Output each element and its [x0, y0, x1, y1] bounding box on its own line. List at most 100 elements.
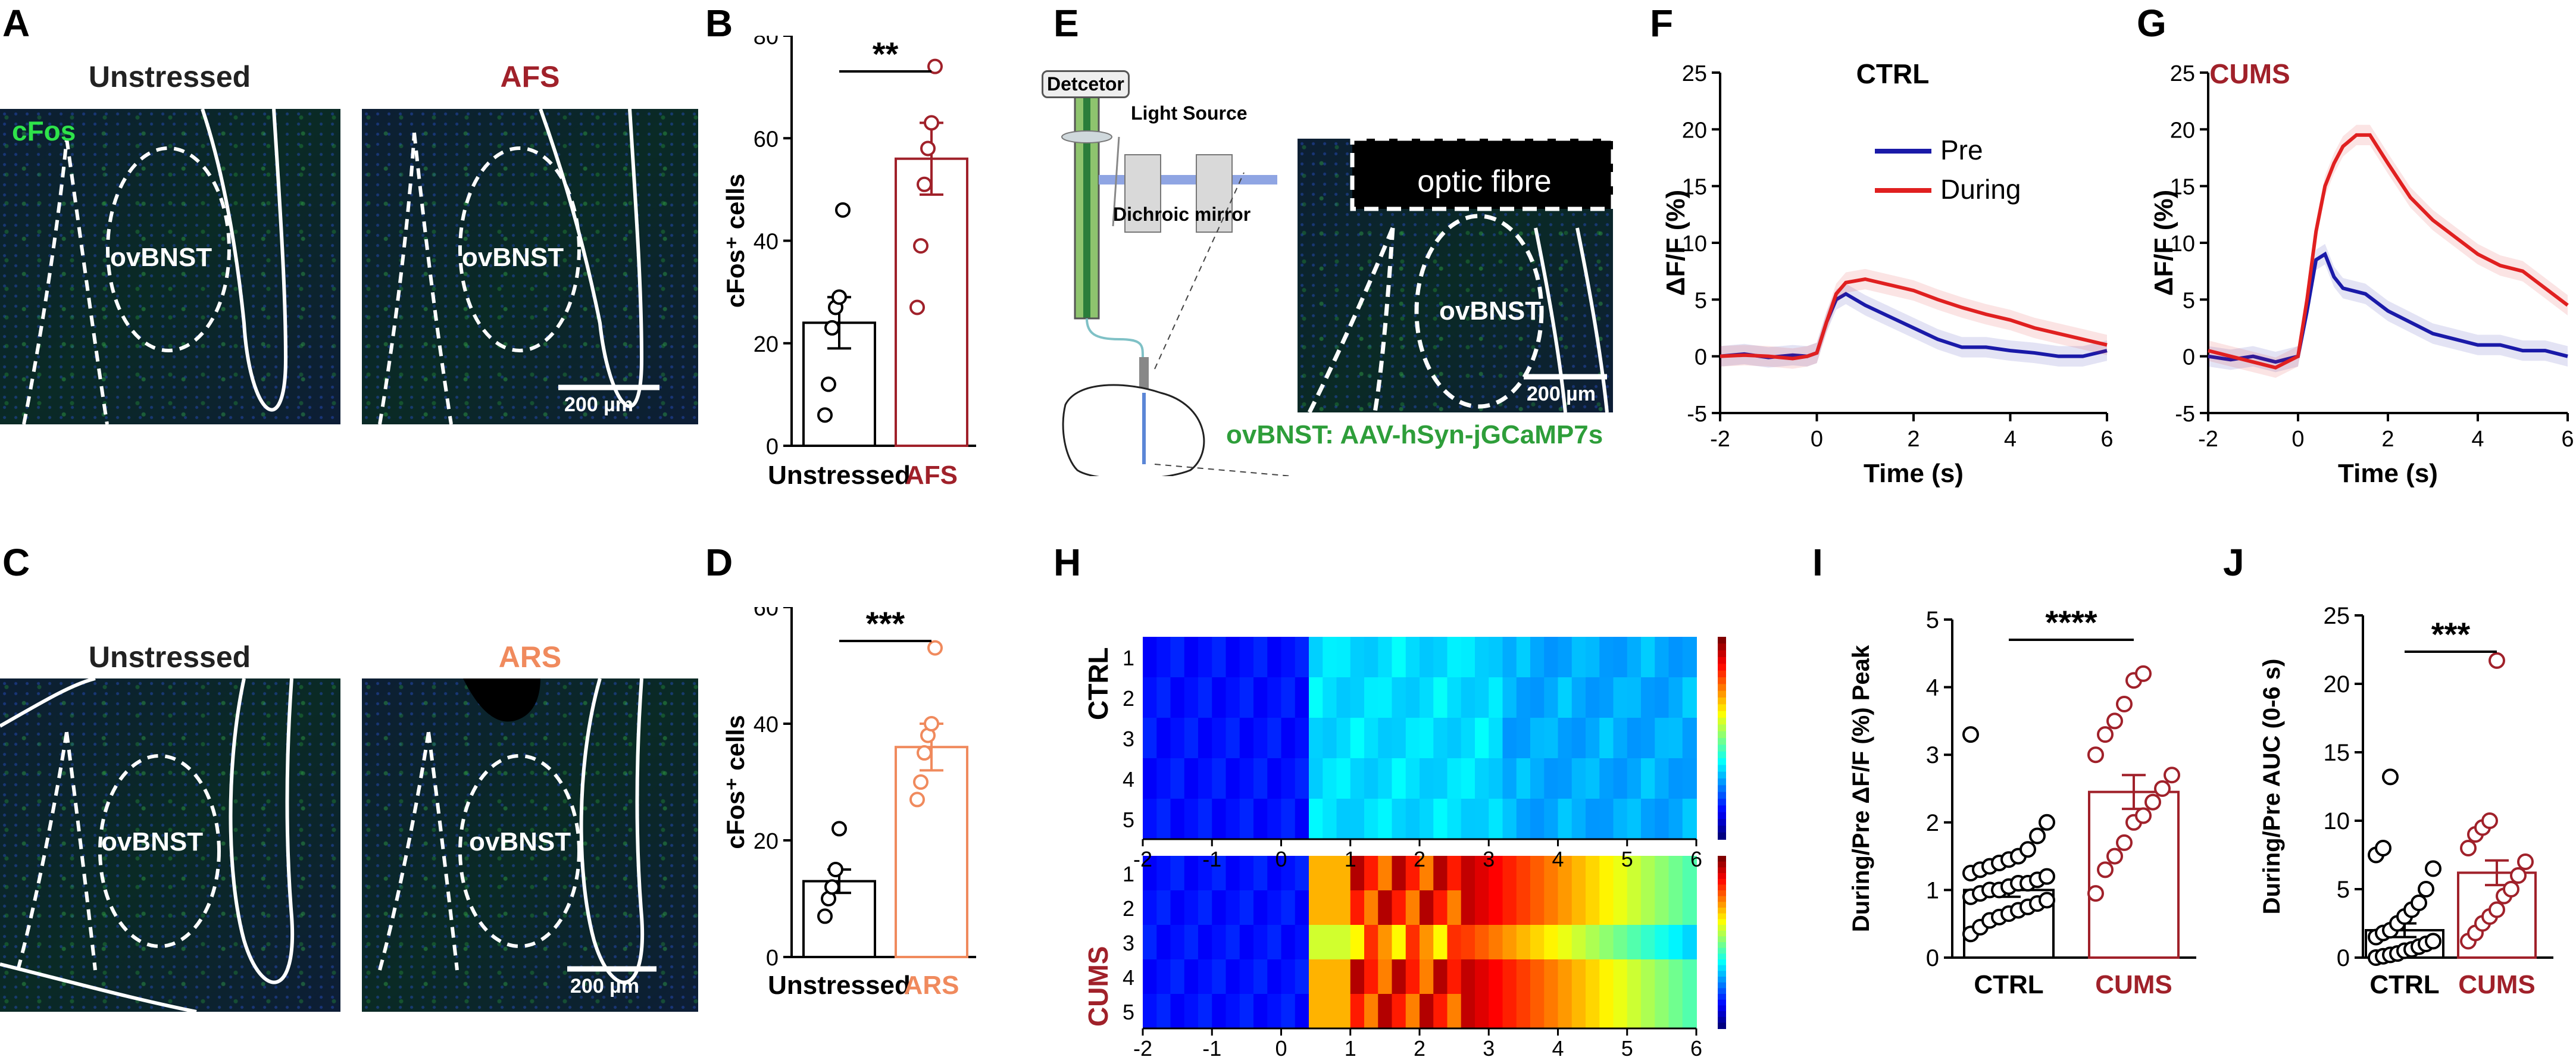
heatmap-cell: [1613, 925, 1628, 960]
data-point: [909, 299, 925, 315]
heatmap-cell: [1502, 637, 1517, 678]
heatmap-cell: [1253, 718, 1268, 759]
heatmap-cell: [1420, 718, 1434, 759]
heatmap-cell: [1309, 637, 1324, 678]
heatmap-cell: [1295, 890, 1309, 925]
data-point: [831, 821, 847, 837]
heatmap-cell: [1170, 718, 1185, 759]
heatmap-cell: [1309, 856, 1324, 891]
colorbar-segment: [1718, 896, 1726, 903]
heatmap-cell: [1627, 637, 1642, 678]
heatmap-cell: [1143, 890, 1158, 925]
heatmap-cell: [1267, 718, 1282, 759]
heatmap-cell: [1641, 718, 1656, 759]
x-tick-label: 0: [1275, 1036, 1287, 1057]
heatmap-cell: [1267, 856, 1282, 891]
heatmap-cell: [1433, 677, 1448, 718]
heatmap-cell: [1309, 925, 1324, 960]
heatmap-cell: [1571, 890, 1586, 925]
heatmap-row-label: 1: [1123, 862, 1134, 886]
chart-g-cums-trace: -5 0 5 10 15 20 25 -2 0 2 4 6 Time (s) ΔF/F (%) CUMS: [2149, 58, 2574, 488]
micrograph-a-afs: ovBNST 200 µm: [362, 109, 698, 424]
colorbar-segment: [1718, 994, 1726, 1000]
y-tick-label: 1: [1926, 877, 1939, 903]
heatmap-cell: [1586, 677, 1600, 718]
heatmap-cell: [1571, 758, 1586, 799]
heatmap-cell: [1516, 718, 1531, 759]
heatmap-cell: [1544, 856, 1559, 891]
colorbar-segment: [1718, 765, 1726, 773]
heatmap-row-label: 4: [1123, 767, 1134, 792]
micrograph-c-ars: ovBNST 200 µm: [362, 678, 698, 1012]
heatmap-cell: [1253, 799, 1268, 840]
heatmap-cell: [1364, 890, 1379, 925]
x-tick-label: 2: [1414, 1036, 1425, 1057]
x-tick-label: 3: [1483, 847, 1495, 871]
heatmap-cell: [1489, 799, 1503, 840]
heatmap-cell: [1212, 758, 1227, 799]
heatmap-cell: [1239, 758, 1254, 799]
x-tick-label: 1: [1345, 1036, 1356, 1057]
colorbar-segment: [1718, 908, 1726, 914]
data-point: [2503, 881, 2519, 897]
heatmap-cell: [1433, 718, 1448, 759]
heatmap-cell: [1516, 677, 1531, 718]
y-tick-label: 0: [1695, 345, 1707, 370]
y-tick-label: 15: [2170, 175, 2195, 200]
colorbar-segment: [1718, 1011, 1726, 1018]
heatmap-row-label: 1: [1123, 646, 1134, 670]
colorbar-segment: [1718, 819, 1726, 827]
heatmap-cell: [1627, 994, 1642, 1029]
heatmap-cell: [1461, 799, 1475, 840]
chart-title: CUMS: [2209, 58, 2290, 89]
heatmap-cell: [1392, 799, 1406, 840]
heatmap-cell: [1281, 925, 1296, 960]
data-point: [2097, 861, 2114, 878]
heatmap-cell: [1239, 799, 1254, 840]
heatmap-cell: [1336, 637, 1351, 678]
region-label: ovBNST: [462, 243, 564, 272]
y-tick-label: 3: [1926, 742, 1939, 768]
heatmap-cell: [1281, 799, 1296, 840]
x-tick-label: 0: [1811, 427, 1823, 452]
data-point: [917, 176, 932, 192]
data-point: [831, 289, 847, 305]
heatmap-cell: [1295, 994, 1309, 1029]
heatmap-cell: [1392, 718, 1406, 759]
panel-letter-d: D: [705, 541, 733, 584]
heatmap-cell: [1461, 959, 1475, 995]
colorbar-segment: [1718, 919, 1726, 925]
heatmap-cell: [1475, 925, 1490, 960]
data-point: [2039, 868, 2055, 885]
x-tick-label: 4: [2471, 427, 2484, 452]
heatmap-cell: [1184, 959, 1199, 995]
heatmap-cell: [1364, 799, 1379, 840]
heatmap-cell: [1461, 677, 1475, 718]
heatmap-cell: [1586, 890, 1600, 925]
heatmap-cell: [1516, 994, 1531, 1029]
heatmap-cell: [1516, 925, 1531, 960]
chart-i-peak: 0 1 2 3 4 5 During/Pre ΔF/F (%) Peak CTRL CUMS **…: [1848, 607, 2196, 999]
heatmap-cell: [1253, 925, 1268, 960]
category-label: CUMS: [2095, 970, 2172, 999]
heatmap-cell: [1267, 637, 1282, 678]
heatmap-cell: [1502, 758, 1517, 799]
heatmap-cell: [1475, 637, 1490, 678]
data-point: [2418, 881, 2434, 897]
heatmap-cell: [1143, 925, 1158, 960]
heatmap-cell: [1212, 799, 1227, 840]
heatmap-cell: [1655, 890, 1670, 925]
heatmap-cell: [1475, 799, 1490, 840]
heatmap-cell: [1170, 890, 1185, 925]
colorbar-segment: [1718, 698, 1726, 705]
heatmap-cell: [1586, 799, 1600, 840]
heatmap-cell: [1336, 890, 1351, 925]
heatmap-cell: [1502, 718, 1517, 759]
heatmap-cell: [1530, 994, 1545, 1029]
heatmap-cell: [1336, 856, 1351, 891]
data-point: [2144, 793, 2161, 811]
heatmap-cell: [1682, 758, 1697, 799]
colorbar-segment: [1718, 942, 1726, 949]
y-tick-label: -5: [2175, 402, 2195, 427]
